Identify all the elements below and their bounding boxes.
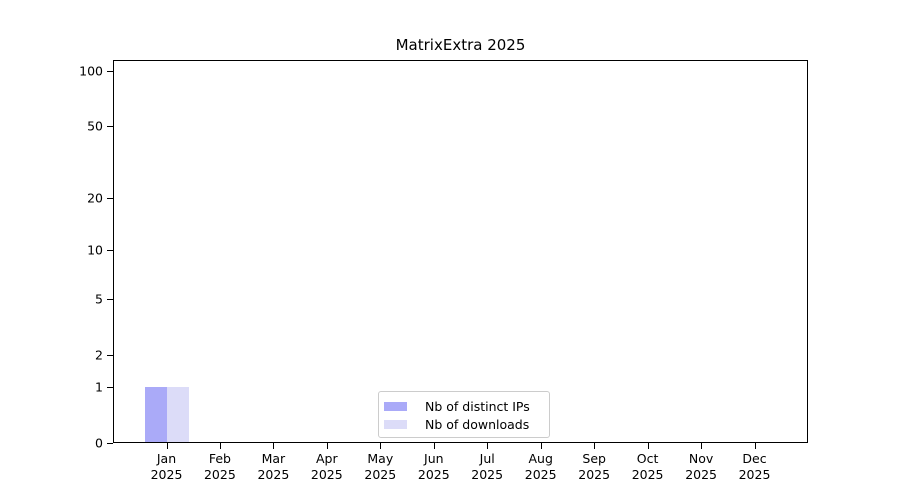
y-axis-tick	[107, 71, 113, 73]
x-axis-tick	[594, 443, 596, 449]
x-axis-tick	[326, 443, 328, 449]
x-axis-tick-label: Sep 2025	[578, 451, 611, 482]
chart-title: MatrixExtra 2025	[395, 36, 526, 54]
y-axis-tick	[107, 197, 113, 199]
x-axis-tick	[647, 443, 649, 449]
x-axis-tick-label: Dec 2025	[738, 451, 771, 482]
bar-jan-downloads	[166, 387, 189, 442]
y-axis-tick-label: 0	[95, 435, 103, 451]
y-axis-tick-label: 50	[87, 118, 103, 134]
y-axis-tick-label: 5	[95, 291, 103, 307]
legend-swatch-downloads	[384, 419, 407, 429]
x-axis-tick-label: Oct 2025	[631, 451, 664, 482]
x-axis-tick-label: Mar 2025	[257, 451, 290, 482]
x-axis-tick-label: Aug 2025	[524, 451, 557, 482]
legend: Nb of distinct IPs Nb of downloads	[378, 391, 550, 438]
x-axis-tick-label: Apr 2025	[310, 451, 343, 482]
y-axis-tick-label: 2	[95, 347, 103, 362]
x-axis-tick-label: May 2025	[364, 451, 397, 482]
x-axis-tick	[487, 443, 489, 449]
x-axis-tick-label: Feb 2025	[203, 451, 236, 482]
x-axis-tick-label: Jun 2025	[417, 451, 450, 482]
legend-label-downloads: Nb of downloads	[425, 416, 530, 432]
x-axis-tick	[540, 443, 542, 449]
legend-swatch-distinct-ips	[384, 401, 407, 411]
y-axis-tick-label: 10	[87, 242, 103, 258]
x-axis-tick-label: Nov 2025	[685, 451, 717, 482]
legend-item-downloads: Nb of downloads	[384, 415, 541, 433]
x-axis-tick	[754, 443, 756, 449]
y-axis-tick	[107, 249, 113, 251]
legend-item-distinct-ips: Nb of distinct IPs	[384, 397, 541, 415]
x-axis-tick	[433, 443, 435, 449]
x-axis-tick	[273, 443, 275, 449]
y-axis-tick-label: 20	[87, 190, 103, 206]
y-axis-tick	[107, 298, 113, 300]
x-axis-tick	[219, 443, 221, 449]
x-axis-tick	[380, 443, 382, 449]
x-axis-tick	[166, 443, 168, 449]
bar-jan-distinct-ips	[144, 387, 167, 442]
y-axis-tick	[107, 126, 113, 128]
x-axis-tick-label: Jan 2025	[150, 451, 183, 482]
plot-area	[113, 60, 808, 443]
legend-label-distinct-ips: Nb of distinct IPs	[425, 398, 530, 414]
x-axis-tick	[701, 443, 703, 449]
y-axis-tick-label: 1	[95, 379, 103, 395]
y-axis-tick-label: 100	[79, 63, 103, 79]
y-axis-tick	[107, 443, 113, 444]
y-axis-tick	[107, 387, 113, 389]
y-axis-tick	[107, 354, 113, 356]
x-axis-tick-label: Jul 2025	[471, 451, 504, 482]
